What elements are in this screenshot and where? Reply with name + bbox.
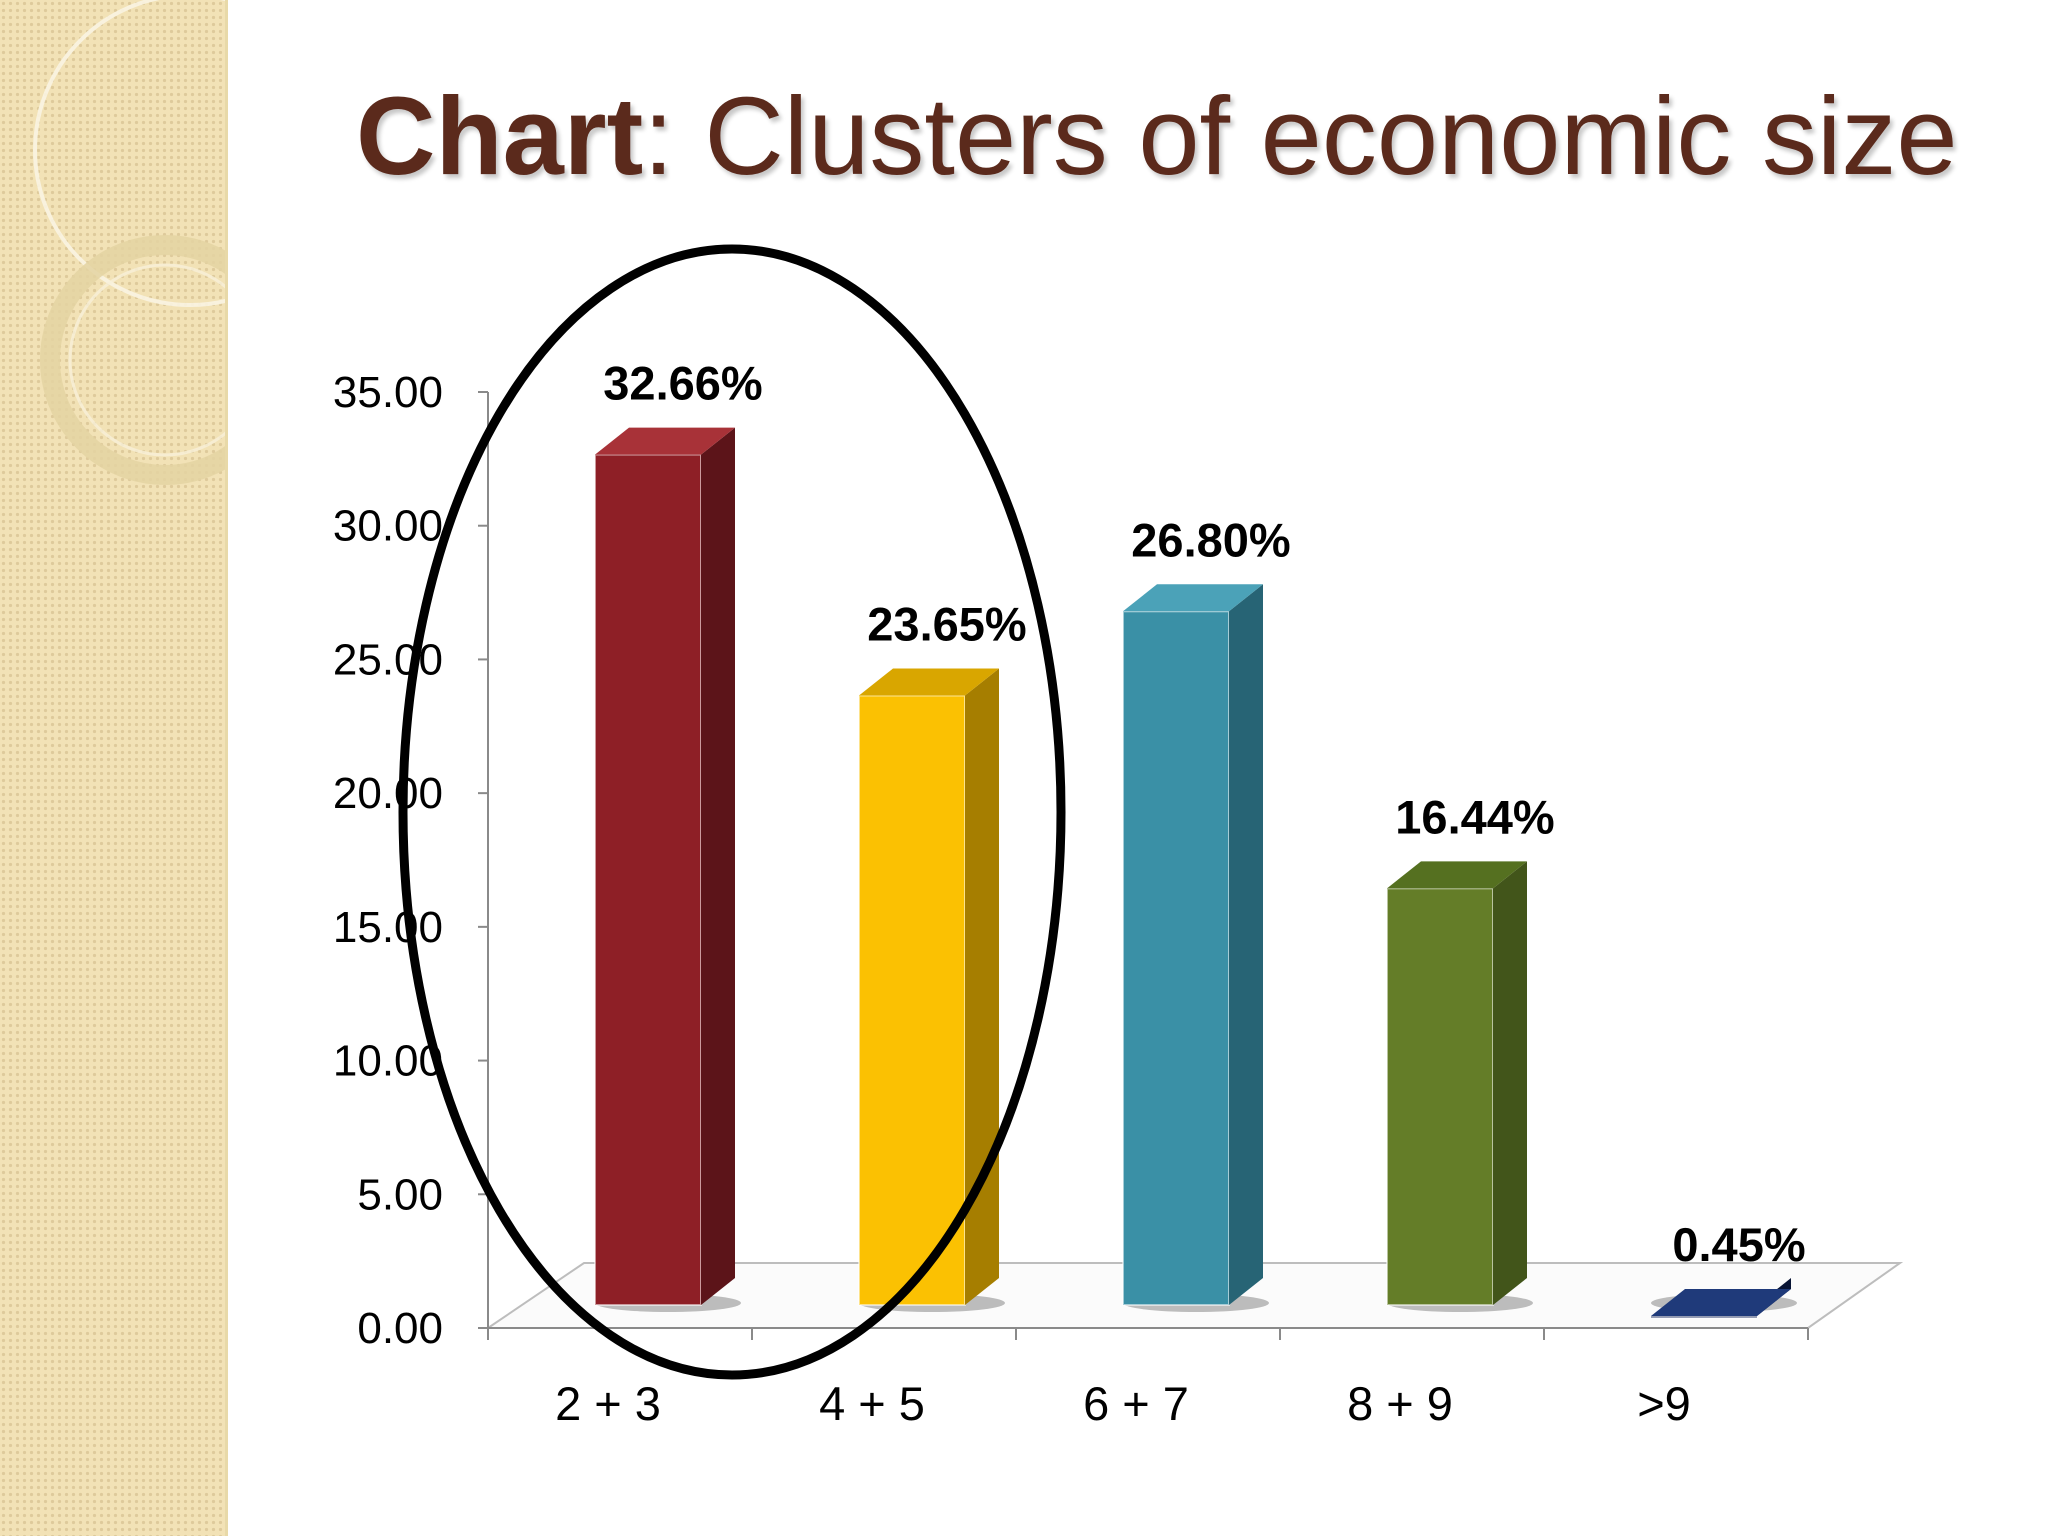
y-tick-label: 35.00 xyxy=(333,368,443,417)
y-tick-label: 5.00 xyxy=(357,1170,443,1219)
slide-title-rest: : Clusters of economic size xyxy=(643,75,1958,198)
x-tick-label: >9 xyxy=(1637,1377,1691,1430)
decorative-circles xyxy=(33,0,228,485)
highlight-ellipse xyxy=(398,244,1066,1380)
bar xyxy=(1650,1278,1797,1319)
data-label: 23.65% xyxy=(867,598,1026,651)
bar xyxy=(858,668,1005,1312)
bar-top xyxy=(859,668,999,696)
bar-top xyxy=(595,427,735,455)
bars xyxy=(594,427,1797,1319)
y-axis-ticks: 0.00 5.00 10.00 15.00 20.00 25.00 30.00 35.00 xyxy=(333,368,488,1353)
x-axis-ticks: 2 + 3 4 + 5 6 + 7 8 + 9 >9 xyxy=(487,1328,1809,1430)
data-label: 32.66% xyxy=(603,357,762,410)
slide-title: Chart: Clusters of economic size xyxy=(356,72,2036,202)
decorative-side-band xyxy=(0,0,228,1536)
y-tick-label: 15.00 xyxy=(333,903,443,952)
y-tick-label: 20.00 xyxy=(333,769,443,818)
bar-top xyxy=(1651,1288,1791,1316)
x-tick-label: 6 + 7 xyxy=(1083,1377,1189,1430)
y-tick-label: 25.00 xyxy=(333,635,443,684)
bar xyxy=(1386,861,1533,1312)
x-tick-label: 8 + 9 xyxy=(1347,1377,1453,1430)
bar xyxy=(594,427,741,1312)
bar-front xyxy=(1122,610,1230,1306)
bar-front xyxy=(858,694,966,1306)
bar-side xyxy=(965,668,999,1305)
bar-front xyxy=(1386,887,1494,1306)
x-tick-label: 4 + 5 xyxy=(819,1377,925,1430)
bar-front xyxy=(594,453,702,1306)
y-tick-label: 10.00 xyxy=(333,1037,443,1086)
y-tick-label: 0.00 xyxy=(357,1304,443,1353)
y-tick-label: 30.00 xyxy=(333,502,443,551)
data-labels: 32.66% 23.65% 26.80% 16.44% 0.45% xyxy=(603,357,1805,1271)
bar-side xyxy=(1493,861,1527,1305)
slide-title-bold: Chart xyxy=(356,75,644,198)
chart-axes xyxy=(487,392,1808,1329)
bar-side xyxy=(1229,584,1263,1305)
bar-top xyxy=(1387,861,1527,889)
bar xyxy=(1122,584,1269,1312)
bar-top xyxy=(1123,584,1263,612)
x-tick-label: 2 + 3 xyxy=(555,1377,661,1430)
data-label: 16.44% xyxy=(1395,790,1554,843)
data-label: 0.45% xyxy=(1672,1218,1805,1271)
data-label: 26.80% xyxy=(1131,513,1290,566)
band-edge xyxy=(225,0,228,1536)
bar-front xyxy=(1650,1314,1758,1319)
bar-side xyxy=(701,427,735,1306)
